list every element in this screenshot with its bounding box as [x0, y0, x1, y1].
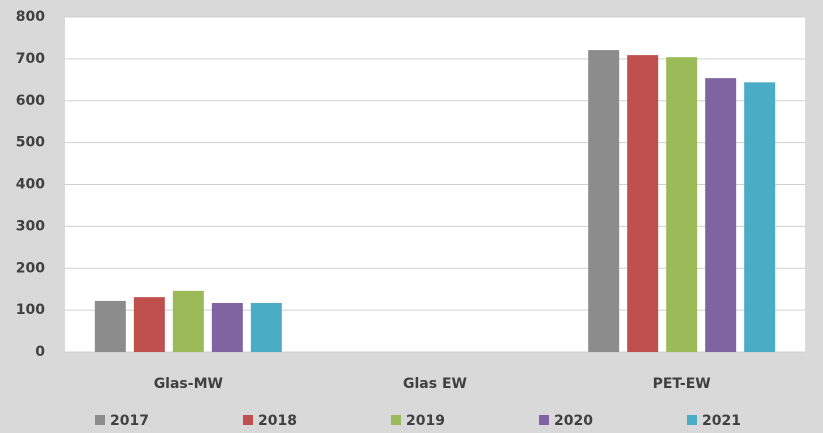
x-tick-label: PET-EW: [653, 376, 711, 392]
legend-swatch: [687, 415, 697, 425]
legend-label: 2018: [258, 413, 297, 429]
y-tick-label: 400: [16, 177, 45, 193]
bar: [627, 55, 659, 352]
legend-swatch: [539, 415, 549, 425]
legend-label: 2019: [406, 413, 445, 429]
legend-swatch: [391, 415, 401, 425]
legend-swatch: [243, 415, 253, 425]
bar: [250, 303, 282, 352]
bar: [588, 50, 620, 353]
bar: [666, 57, 698, 352]
y-tick-label: 0: [35, 344, 45, 360]
y-tick-label: 300: [16, 218, 45, 234]
y-tick-label: 500: [16, 135, 45, 151]
legend-label: 2017: [110, 413, 149, 429]
y-tick-label: 700: [16, 51, 45, 67]
bar: [211, 303, 243, 352]
y-tick-label: 800: [16, 9, 45, 25]
y-tick-label: 600: [16, 93, 45, 109]
legend-label: 2020: [554, 413, 593, 429]
bar: [705, 78, 737, 352]
legend-label: 2021: [702, 413, 741, 429]
x-tick-label: Glas-MW: [154, 376, 223, 392]
legend-swatch: [95, 415, 105, 425]
bar: [172, 290, 204, 352]
bar: [94, 300, 126, 352]
x-tick-label: Glas EW: [403, 376, 467, 392]
bar: [744, 82, 776, 352]
y-tick-label: 100: [16, 302, 45, 318]
y-tick-label: 200: [16, 260, 45, 276]
bar: [133, 297, 165, 352]
